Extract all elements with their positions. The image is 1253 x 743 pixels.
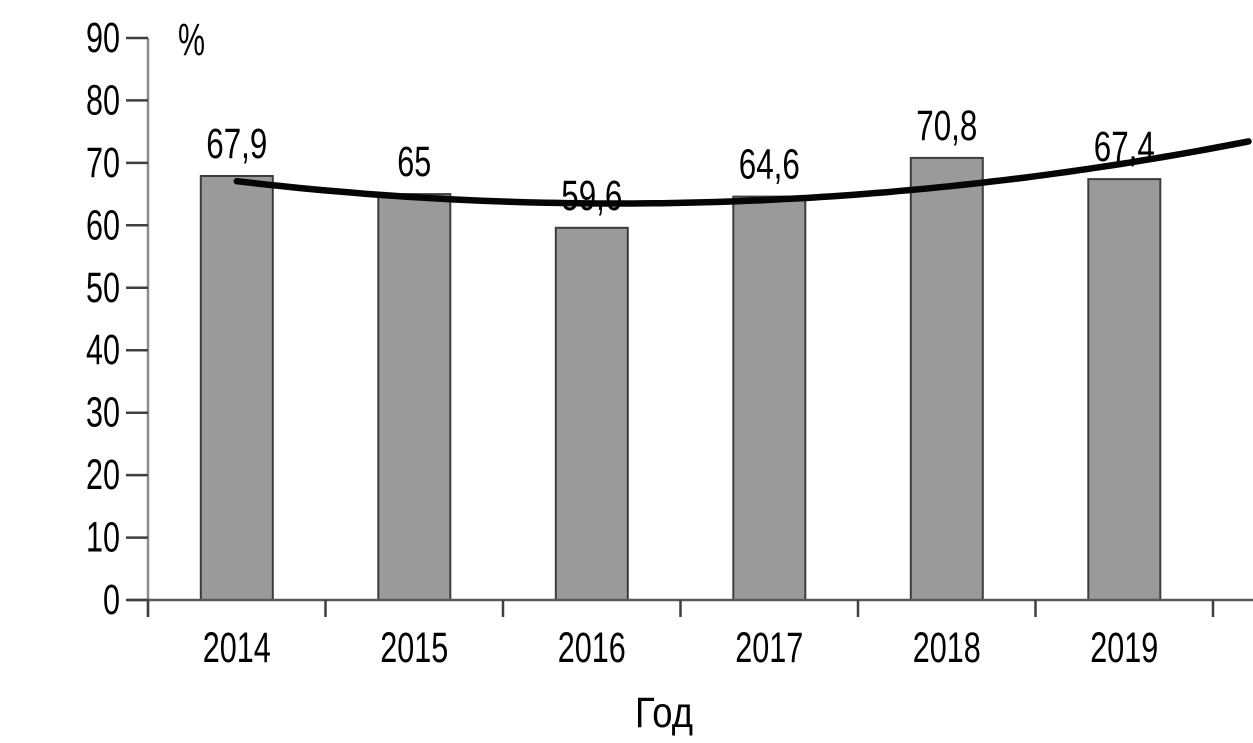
x-tick-label: 2019: [1090, 624, 1158, 672]
bar-value-label: 67,4: [1094, 123, 1155, 171]
bar-value-label: 67,9: [206, 120, 267, 168]
bar: [377, 193, 452, 601]
y-tick-label: 20: [86, 451, 120, 499]
bar-value-label: 65: [397, 138, 431, 186]
x-tick-label: 2016: [558, 624, 626, 672]
bar: [199, 175, 274, 601]
x-tick-label: 2015: [380, 624, 448, 672]
y-tick-label: 40: [86, 326, 120, 374]
trend-line: [233, 138, 1252, 207]
bar: [909, 156, 984, 601]
y-tick-label: 30: [86, 389, 120, 437]
x-tick-label: 2014: [203, 624, 271, 672]
y-axis-unit-label: %: [178, 14, 205, 65]
bar-value-label: 70,8: [916, 102, 977, 150]
bar-value-label: 64,6: [739, 141, 800, 189]
bars-group: [199, 156, 1162, 602]
y-tick-label: 10: [86, 514, 120, 562]
bar: [732, 195, 807, 601]
axes-group: 0 10 20 30 40 50 60 70 80 90 2014 2015 2016 2017 2018 2…: [86, 14, 1253, 672]
y-tick-label: 90: [86, 14, 120, 62]
bar: [554, 226, 629, 602]
x-axis-title: Год: [635, 689, 693, 737]
y-tick-label: 80: [86, 76, 120, 124]
y-tick-label: 70: [86, 139, 120, 187]
y-tick-label: 60: [86, 201, 120, 249]
x-tick-label: 2017: [735, 624, 803, 672]
x-tick-label: 2018: [913, 624, 981, 672]
bar: [1087, 178, 1162, 601]
y-tick-label: 0: [103, 576, 120, 624]
bar-value-label: 59,6: [561, 172, 622, 220]
bar-value-labels-group: 67,9 65 59,6 64,6 70,8 67,4: [206, 102, 1155, 220]
y-tick-label: 50: [86, 264, 120, 312]
